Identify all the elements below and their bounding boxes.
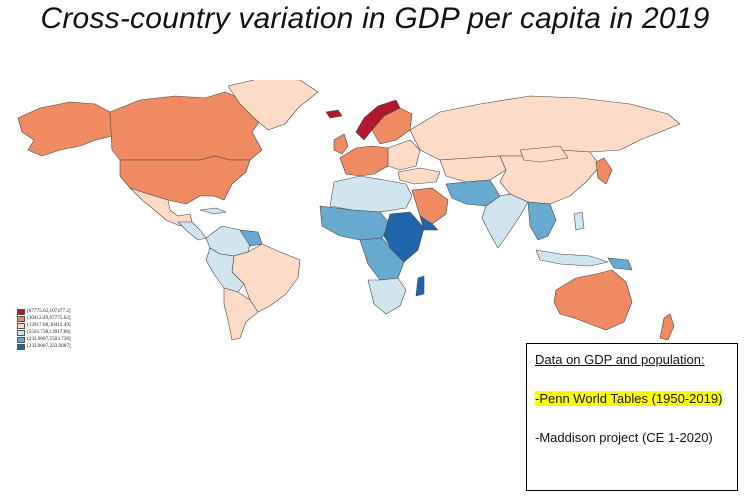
map-legend: (67775.62,107477.2] (30412.49,67775.62] (1… (17, 308, 71, 350)
region-madagascar (415, 275, 425, 297)
region-mongolia (519, 145, 569, 163)
source-maddison-project: -Maddison project (CE 1-2020) (535, 430, 713, 445)
region-iceland (325, 109, 343, 119)
region-andes (205, 247, 245, 293)
region-indonesia (535, 249, 609, 267)
region-arabia (411, 187, 449, 225)
region-eastern-europe (387, 139, 421, 171)
region-nordics (371, 107, 413, 145)
legend-label: (30412.49,67775.62] (27, 315, 71, 321)
legend-swatch (17, 329, 25, 336)
legend-swatch (17, 343, 25, 350)
region-southern-cone (223, 287, 259, 340)
legend-label: (233.9087,5503.738] (27, 336, 71, 342)
legend-item: (233.9087,5503.738] (17, 336, 71, 343)
page-title: Cross-country variation in GDP per capit… (40, 2, 710, 35)
region-southern-africa (367, 277, 407, 315)
legend-item: (67775.62,107477.2] (17, 308, 71, 315)
legend-swatch (17, 336, 25, 343)
region-papua-new-guinea (607, 257, 633, 271)
legend-item: (13917.88,30412.49] (17, 322, 71, 329)
legend-swatch (17, 308, 25, 315)
region-philippines (573, 211, 585, 231)
region-east-africa (383, 211, 425, 263)
legend-item: [233.9087,233.9087] (17, 343, 71, 350)
legend-swatch (17, 315, 25, 322)
region-alaska (17, 101, 113, 157)
legend-swatch (17, 322, 25, 329)
region-mexico (129, 187, 193, 227)
region-central-america (177, 221, 207, 241)
region-western-europe (339, 145, 397, 177)
region-central-africa (359, 237, 405, 281)
region-caribbean (199, 207, 227, 215)
region-japan (595, 157, 613, 185)
region-greenland (227, 80, 319, 131)
source-penn-world-tables: -Penn World Tables (1950-2019) (535, 391, 723, 406)
legend-label: (5503.738,13917.88] (27, 329, 71, 335)
legend-item: (5503.738,13917.88] (17, 329, 71, 336)
world-map (17, 80, 681, 340)
region-southeast-asia (527, 201, 557, 241)
region-central-asia (439, 155, 507, 183)
legend-label: (13917.88,30412.49] (27, 322, 71, 328)
region-india (481, 193, 529, 249)
legend-label: (67775.62,107477.2] (27, 308, 71, 314)
legend-label: [233.9087,233.9087] (27, 343, 71, 349)
region-british-isles (333, 133, 349, 155)
region-turkey (397, 167, 441, 185)
region-yemen (419, 215, 439, 231)
region-north-africa (329, 175, 413, 213)
sources-heading: Data on GDP and population: (535, 352, 705, 367)
legend-item: (30412.49,67775.62] (17, 315, 71, 322)
region-new-zealand (659, 313, 675, 340)
region-australia (553, 269, 633, 331)
data-sources-box: Data on GDP and population: -Penn World … (526, 343, 738, 491)
